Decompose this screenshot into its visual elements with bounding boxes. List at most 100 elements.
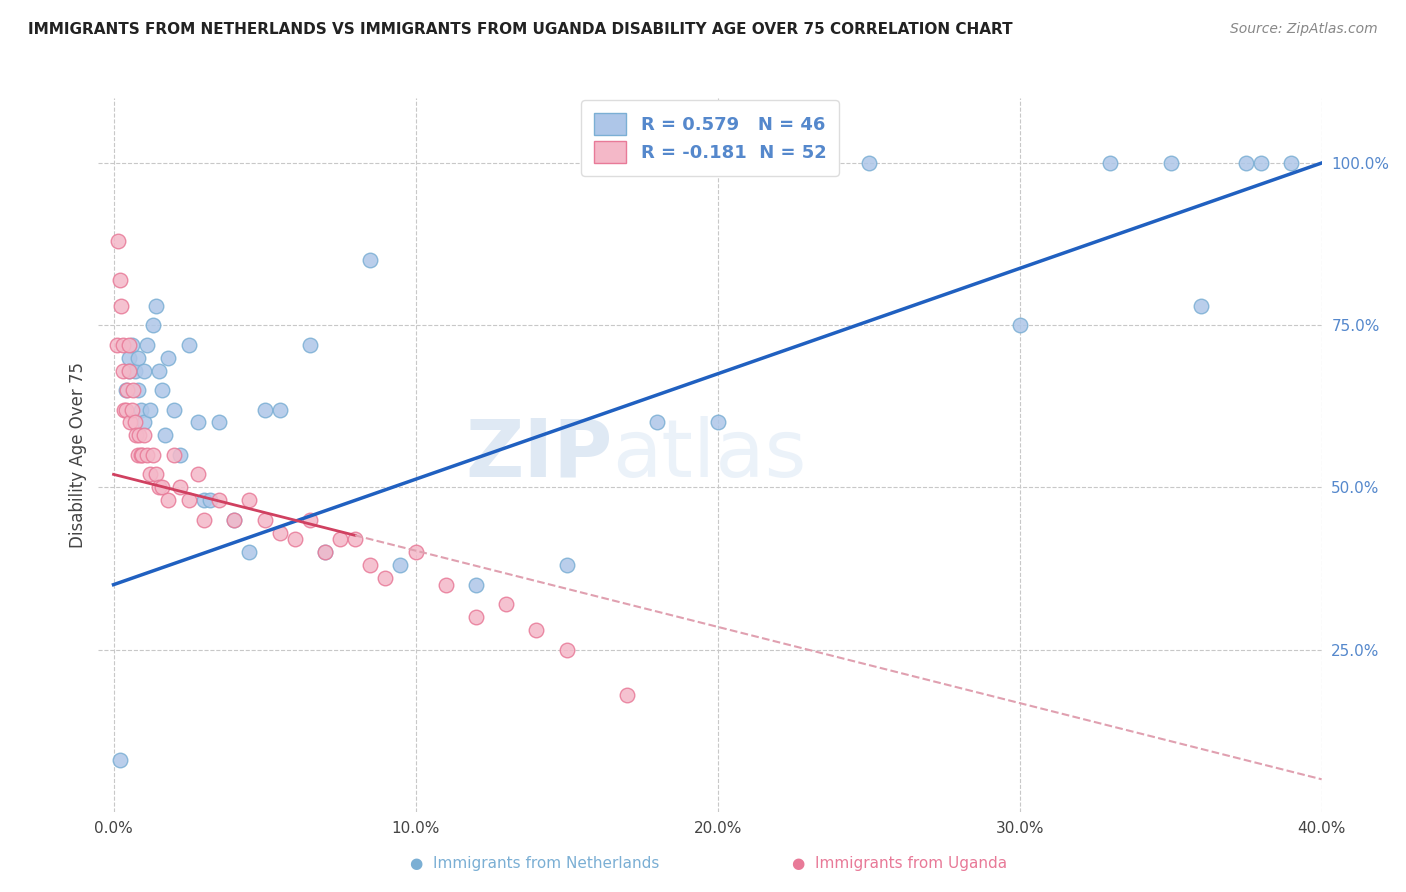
Point (128, 428, 150, 442)
Point (555, 642, 578, 657)
Point (114, 402, 136, 417)
Point (314, 545, 336, 559)
Point (208, 416, 231, 430)
Point (298, 513, 321, 527)
Point (187, 416, 209, 430)
Point (127, 448, 149, 462)
Point (156, 351, 179, 365)
Text: Source: ZipAtlas.com: Source: ZipAtlas.com (1230, 22, 1378, 37)
Text: ZIP: ZIP (465, 416, 612, 494)
Point (329, 533, 352, 547)
Point (465, 577, 488, 591)
Point (127, 351, 149, 365)
Point (616, 688, 638, 702)
Point (405, 545, 427, 559)
Point (150, 480, 173, 494)
Point (1008, 318, 1031, 333)
Point (124, 416, 146, 430)
Point (121, 402, 143, 417)
Point (163, 402, 186, 417)
Point (142, 448, 165, 462)
Point (145, 467, 167, 482)
Point (524, 623, 547, 637)
Point (187, 467, 209, 482)
Point (163, 448, 186, 462)
Point (117, 363, 139, 377)
Point (145, 299, 167, 313)
Point (148, 363, 170, 377)
Point (131, 448, 153, 462)
Point (198, 493, 221, 508)
Point (129, 402, 152, 417)
Point (1099, 156, 1122, 170)
Legend: R = 0.579   N = 46, R = -0.181  N = 52: R = 0.579 N = 46, R = -0.181 N = 52 (581, 100, 839, 176)
Point (374, 571, 396, 585)
Point (139, 467, 162, 482)
Point (238, 545, 260, 559)
Point (148, 480, 170, 494)
Point (359, 253, 381, 268)
Point (298, 337, 321, 351)
Point (125, 428, 148, 442)
Point (253, 402, 276, 417)
Point (465, 610, 488, 624)
Point (107, 234, 129, 248)
Point (108, 753, 131, 767)
Point (269, 525, 291, 540)
Point (193, 513, 215, 527)
Point (129, 448, 152, 462)
Point (555, 558, 578, 573)
Point (120, 416, 142, 430)
Point (495, 597, 517, 611)
Point (153, 428, 176, 442)
Point (208, 493, 231, 508)
Point (1160, 156, 1182, 170)
Point (111, 363, 134, 377)
Point (238, 493, 260, 508)
Text: ●  Immigrants from Uganda: ● Immigrants from Uganda (792, 855, 1008, 871)
Point (177, 493, 200, 508)
Point (122, 383, 145, 397)
Point (111, 337, 134, 351)
Point (284, 533, 307, 547)
Point (121, 337, 143, 351)
Point (314, 545, 336, 559)
Point (114, 383, 136, 397)
Point (156, 493, 179, 508)
Point (105, 337, 128, 351)
Point (169, 480, 191, 494)
Point (127, 383, 149, 397)
Text: atlas: atlas (612, 416, 807, 494)
Point (142, 318, 165, 333)
Point (645, 416, 668, 430)
Point (344, 533, 367, 547)
Point (359, 558, 381, 573)
Point (434, 577, 457, 591)
Point (117, 363, 139, 377)
Point (124, 363, 146, 377)
Point (169, 448, 191, 462)
Text: ●  Immigrants from Netherlands: ● Immigrants from Netherlands (409, 855, 659, 871)
Point (269, 402, 291, 417)
Point (135, 448, 157, 462)
Point (253, 513, 276, 527)
Point (108, 273, 131, 287)
Point (110, 299, 132, 313)
Point (177, 337, 200, 351)
Point (224, 513, 246, 527)
Point (150, 383, 173, 397)
Point (132, 416, 155, 430)
Point (139, 402, 162, 417)
Point (132, 363, 155, 377)
Point (112, 402, 135, 417)
Point (117, 337, 139, 351)
Point (135, 337, 157, 351)
Point (858, 156, 880, 170)
Point (389, 558, 412, 573)
Point (193, 493, 215, 508)
Point (132, 428, 155, 442)
Point (1250, 156, 1272, 170)
Text: IMMIGRANTS FROM NETHERLANDS VS IMMIGRANTS FROM UGANDA DISABILITY AGE OVER 75 COR: IMMIGRANTS FROM NETHERLANDS VS IMMIGRANT… (28, 22, 1012, 37)
Point (1281, 156, 1303, 170)
Point (1234, 156, 1257, 170)
